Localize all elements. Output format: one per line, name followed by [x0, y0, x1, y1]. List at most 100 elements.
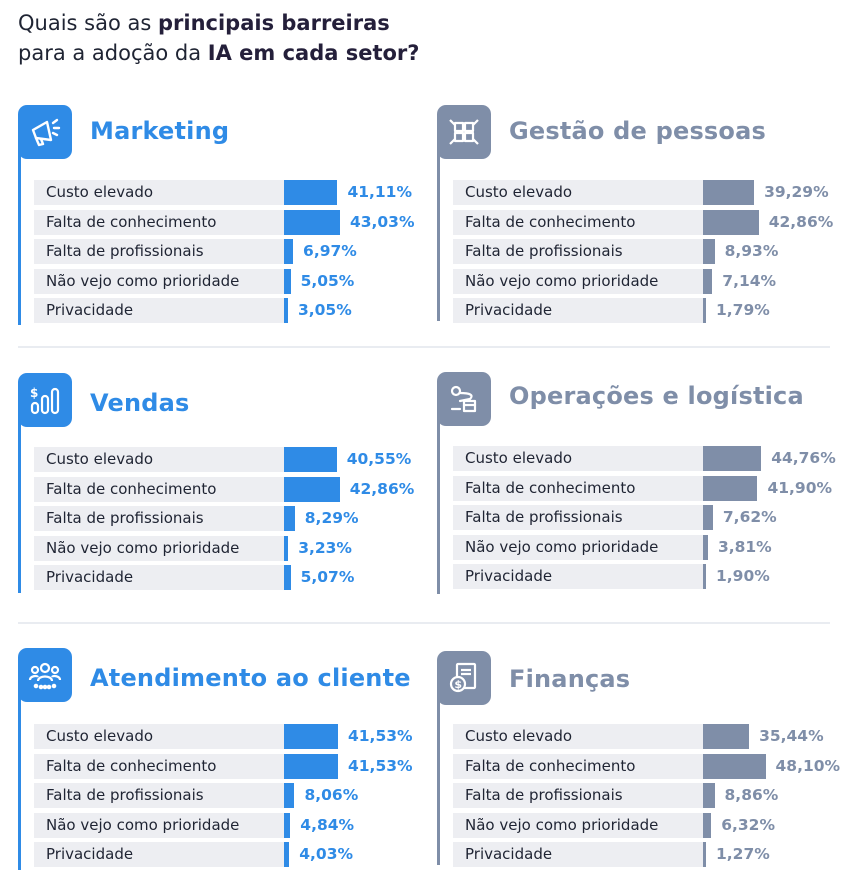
panel-accent-line [18, 413, 21, 593]
category-label: Custo elevado [453, 180, 703, 205]
category-label: Falta de profissionais [34, 783, 284, 808]
title-line1-regular: Quais são as [18, 11, 158, 35]
bar [703, 298, 706, 323]
category-label: Falta de conhecimento [34, 476, 284, 502]
value-label: 48,10% [775, 756, 841, 775]
bar [703, 505, 713, 530]
category-label: Custo elevado [453, 446, 703, 471]
category-label: Privacidade [34, 842, 284, 867]
value-label: 43,03% [349, 212, 415, 231]
bar [284, 842, 290, 867]
panel-vendas: $ Vendas Custo elevado 40,55% Falta de con… [18, 373, 428, 603]
bar [703, 239, 715, 264]
category-label: Não vejo como prioridade [453, 268, 703, 294]
value-label: 3,23% [298, 538, 352, 557]
bar [284, 812, 291, 838]
category-label: Não vejo como prioridade [34, 535, 284, 561]
page-title: Quais são as principais barreiras para a… [18, 8, 419, 68]
bar [703, 209, 759, 235]
category-label: Custo elevado [34, 180, 284, 205]
panel-icon-box: $ [18, 373, 72, 427]
value-label: 6,97% [303, 242, 357, 260]
category-label: Privacidade [34, 565, 284, 590]
category-label: Falta de profissionais [453, 783, 703, 808]
panel-atendimento-ao-cliente: Atendimento ao cliente Custo elevado 41,5… [18, 648, 428, 878]
bar [703, 180, 755, 205]
title-line1-bold: principais barreiras [157, 11, 390, 35]
bar [703, 724, 750, 749]
category-label: Falta de conhecimento [34, 209, 284, 235]
panel-accent-line [18, 688, 21, 870]
panel-icon-box [437, 105, 491, 159]
panel-financas: $ Finanças Custo elevado 35,44% Falta de c… [437, 651, 847, 881]
category-label: Custo elevado [34, 447, 284, 472]
panel-title: Gestão de pessoas [509, 117, 766, 145]
category-label: Não vejo como prioridade [453, 812, 703, 838]
bar [703, 564, 706, 589]
value-label: 5,07% [300, 568, 355, 586]
bar [284, 447, 337, 472]
title-line2-regular: para a adoção da [18, 41, 208, 65]
finance-document-icon: $ [449, 662, 477, 693]
megaphone-icon [31, 118, 61, 147]
bar [284, 209, 340, 235]
category-label: Privacidade [453, 842, 703, 867]
panel-gestao-de-pessoas: Gestão de pessoas Custo elevado 39,29% Fal… [437, 105, 847, 335]
bar [284, 476, 340, 502]
category-label: Falta de profissionais [453, 505, 703, 530]
category-label: Privacidade [453, 298, 703, 323]
bar [284, 506, 295, 531]
bar [703, 842, 706, 867]
value-label: 44,76% [771, 449, 836, 467]
category-label: Falta de profissionais [34, 239, 284, 264]
title-line2-bold: IA em cada setor? [207, 41, 420, 65]
panel-icon-box [18, 105, 72, 159]
route-box-icon [450, 385, 477, 413]
customers-icon [28, 662, 62, 690]
bar [284, 268, 291, 294]
panel-accent-line [437, 691, 440, 865]
bar [284, 724, 338, 749]
bar [703, 812, 712, 838]
value-label: 7,14% [722, 271, 777, 290]
panel-title: Marketing [90, 117, 230, 145]
panel-title: Vendas [90, 389, 190, 417]
panel-title: Finanças [509, 665, 631, 693]
svg-text:$: $ [30, 386, 38, 400]
panel-icon-box: $ [437, 651, 491, 705]
value-label: 4,84% [300, 815, 355, 834]
panel-title: Atendimento ao cliente [90, 664, 411, 692]
value-label: 41,11% [347, 183, 412, 201]
panel-accent-line [437, 412, 440, 594]
value-label: 1,27% [716, 845, 770, 863]
bar [284, 180, 338, 205]
panel-accent-line [18, 145, 21, 325]
value-label: 8,86% [724, 786, 779, 804]
panel-marketing: Marketing Custo elevado 41,11% Falta de co… [18, 105, 428, 335]
value-label: 1,90% [716, 567, 770, 585]
row-divider [18, 622, 830, 624]
panel-icon-box [18, 648, 72, 702]
value-label: 42,86% [768, 212, 834, 231]
category-label: Falta de conhecimento [34, 753, 284, 779]
value-label: 41,53% [347, 756, 413, 775]
value-label: 6,32% [721, 815, 775, 834]
value-label: 7,62% [722, 508, 777, 526]
panel-operacoes-e-logistica: Operações e logística Custo elevado 44,76… [437, 372, 847, 602]
bar [703, 268, 713, 294]
panel-accent-line [437, 145, 440, 321]
category-label: Não vejo como prioridade [34, 268, 284, 294]
value-label: 3,81% [717, 537, 772, 556]
bar [284, 535, 289, 561]
value-label: 39,29% [764, 183, 829, 201]
value-label: 8,06% [304, 786, 359, 804]
value-label: 35,44% [759, 727, 824, 745]
value-label: 8,93% [724, 242, 779, 260]
svg-text:$: $ [454, 678, 462, 691]
category-label: Falta de conhecimento [453, 475, 703, 501]
category-label: Não vejo como prioridade [34, 812, 284, 838]
category-label: Privacidade [453, 564, 703, 589]
bar [703, 753, 766, 779]
bar [703, 534, 708, 560]
category-label: Falta de profissionais [453, 239, 703, 264]
